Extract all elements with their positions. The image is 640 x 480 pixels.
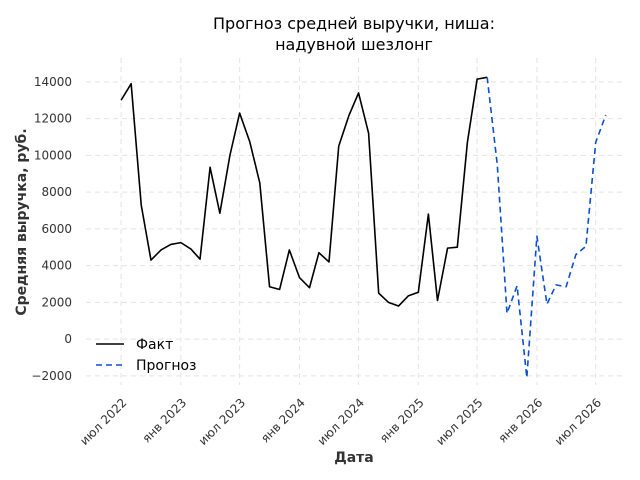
chart-title-line-1: Прогноз средней выручки, ниша: [213,14,495,33]
legend-label-fact: Факт [136,337,173,353]
series-line-fact [120,76,488,307]
y-tick-label: 10000 [34,148,72,162]
x-tick-label: янв 2025 [377,396,427,446]
legend-label-forecast: Прогноз [136,358,197,374]
y-tick-label: −2000 [31,369,72,383]
y-tick-label: 2000 [41,295,72,309]
y-tick-label: 8000 [41,185,72,199]
x-tick-label: июл 2022 [77,396,129,448]
x-tick-label: июл 2025 [433,396,485,448]
y-tick-label: 14000 [34,75,72,89]
legend: Факт Прогноз [96,337,197,374]
y-axis-ticks: −2000 0 2000 4000 6000 8000 10000 12000 14000 [31,75,72,383]
series-line-forecast [486,77,607,379]
x-tick-label: июл 2023 [196,396,248,448]
y-tick-label: 12000 [34,112,72,126]
x-tick-label: июл 2026 [552,396,604,448]
x-tick-label: июл 2024 [315,396,367,448]
y-tick-label: 0 [64,332,72,346]
y-tick-label: 4000 [41,259,72,273]
grid [86,58,622,385]
x-axis-label: Дата [334,450,373,466]
x-tick-label: янв 2023 [139,396,189,446]
chart-title-line-2: надувной шезлонг [275,35,433,54]
plot-series [120,76,607,379]
y-tick-label: 6000 [41,222,72,236]
x-tick-label: янв 2026 [496,396,546,446]
x-axis-ticks: июл 2022 янв 2023 июл 2023 янв 2024 июл 2024… [77,396,604,448]
x-tick-label: янв 2024 [258,396,308,446]
y-axis-label: Средняя выручка, руб. [14,128,30,315]
